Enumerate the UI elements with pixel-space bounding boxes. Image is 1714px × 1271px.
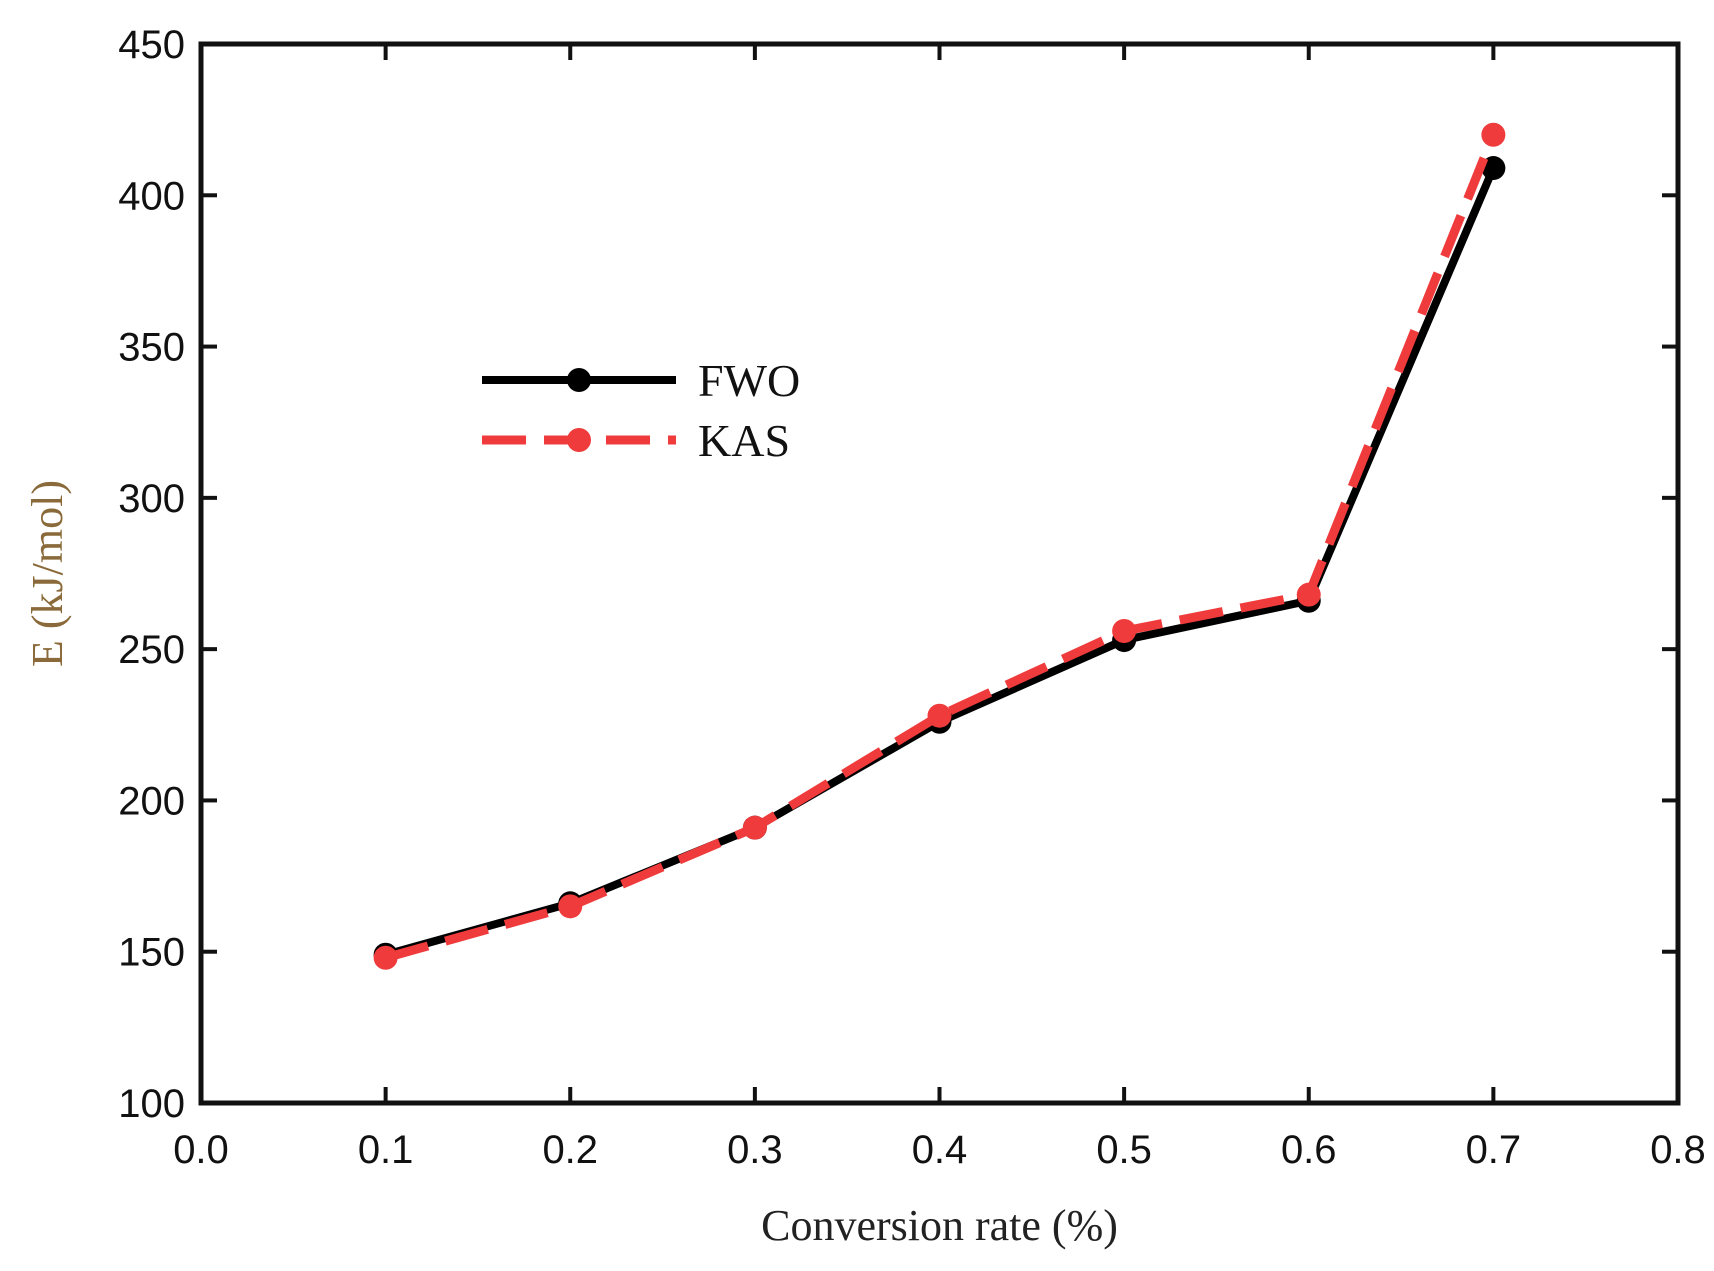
x-tick-label: 0.2 (542, 1128, 598, 1172)
x-tick-label: 0.8 (1650, 1128, 1706, 1172)
legend: FWO KAS (482, 355, 800, 466)
y-axis-title: E (kJ/mol) (23, 480, 72, 667)
legend-label: KAS (698, 415, 790, 466)
y-tick-label: 250 (118, 628, 185, 672)
labels-layer: 0.0 0.1 0.2 0.3 0.4 0.5 0.6 0.7 0.8 100 150 200 250 3… (23, 23, 1706, 1250)
data-point-kas (742, 815, 767, 840)
series-fwo (373, 156, 1506, 967)
y-tick-label: 400 (118, 174, 185, 218)
x-tick-label: 0.1 (358, 1128, 414, 1172)
x-axis-title: Conversion rate (%) (761, 1201, 1118, 1250)
x-tick-label: 0.6 (1281, 1128, 1337, 1172)
data-point-kas (373, 945, 398, 970)
legend-label: FWO (698, 355, 800, 406)
data-point-kas (1481, 122, 1506, 147)
x-tick-label: 0.3 (727, 1128, 783, 1172)
data-point-kas (1112, 618, 1137, 643)
data-point-fwo (1481, 156, 1506, 181)
legend-marker-fwo (567, 368, 591, 392)
data-point-kas (558, 894, 583, 919)
y-tick-label: 350 (118, 326, 185, 370)
x-tick-label: 0.7 (1466, 1128, 1522, 1172)
series-line-fwo (384, 166, 1498, 959)
legend-item-fwo: FWO (482, 355, 800, 406)
y-tick-label: 150 (118, 931, 185, 975)
x-tick-label: 0.5 (1096, 1128, 1152, 1172)
series-line-kas (384, 133, 1498, 963)
legend-item-kas: KAS (482, 415, 790, 466)
y-tick-label: 300 (118, 477, 185, 521)
data-point-kas (1296, 582, 1321, 607)
y-tick-label: 100 (118, 1082, 185, 1126)
data-point-kas (927, 703, 952, 728)
series-kas (373, 122, 1506, 970)
y-tick-label: 200 (118, 779, 185, 823)
series-layer (373, 122, 1506, 970)
plot-frame (198, 41, 1681, 1106)
y-tick-label: 450 (118, 23, 185, 67)
x-tick-label: 0.4 (912, 1128, 968, 1172)
x-tick-label: 0.0 (173, 1128, 229, 1172)
legend-marker-kas (567, 428, 591, 452)
